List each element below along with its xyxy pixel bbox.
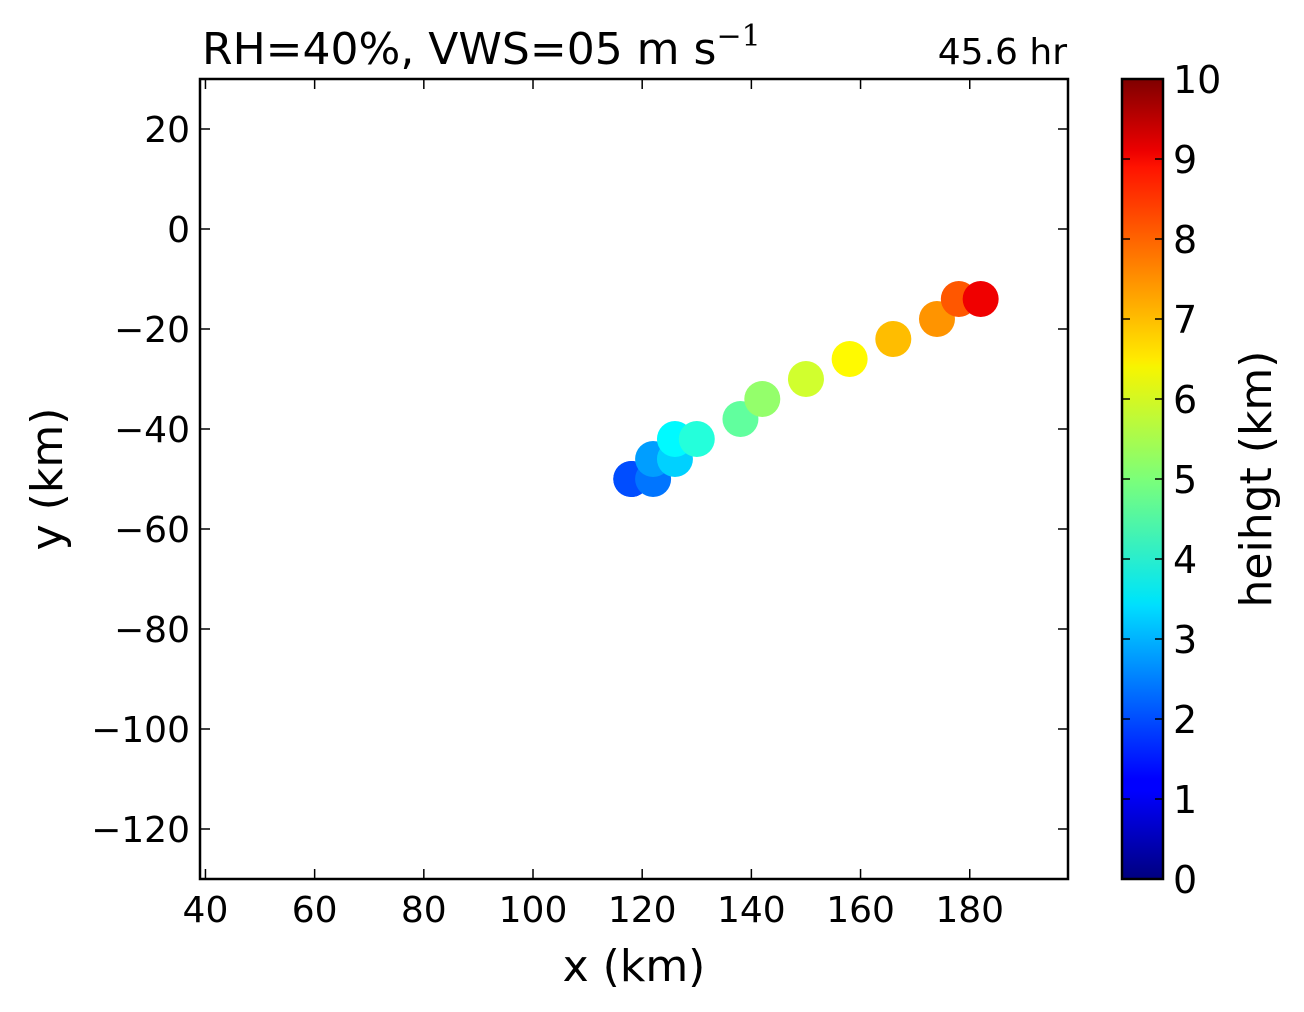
chart-title-text: RH=40%, VWS=05 m s: [202, 24, 716, 75]
x-tick-label: 140: [717, 890, 786, 931]
data-point: [787, 361, 824, 397]
x-tick-label: 100: [499, 890, 568, 931]
data-points: [613, 281, 999, 497]
y-tick-label: −100: [91, 710, 190, 751]
data-point: [831, 341, 868, 377]
y-tick-label: 20: [144, 110, 190, 151]
y-tick-label: 0: [167, 210, 190, 251]
colorbar-label: heihgt (km): [1231, 351, 1282, 608]
colorbar-tick-label: 9: [1173, 138, 1197, 182]
colorbar-tick-label: 2: [1173, 698, 1197, 742]
data-point: [678, 421, 715, 457]
time-label: 45.6 hr: [938, 32, 1067, 73]
x-tick-label: 160: [826, 890, 895, 931]
y-tick-label: −60: [114, 510, 190, 551]
y-tick-label: −120: [91, 810, 190, 851]
x-tick-label: 40: [183, 890, 229, 931]
colorbar-tick-label: 1: [1173, 778, 1197, 822]
colorbar-tick-label: 4: [1173, 538, 1197, 582]
colorbar-tick-label: 7: [1173, 298, 1197, 342]
data-point: [962, 281, 999, 317]
colorbar-tick-label: 3: [1173, 618, 1197, 662]
x-tick-label: 180: [935, 890, 1004, 931]
plot-frame: [198, 77, 1070, 881]
colorbar: 0 1 2 3 4 5 6 7 8 9 10 heihgt (km): [1120, 58, 1282, 902]
colorbar-tick-label: 6: [1173, 378, 1197, 422]
x-tick-label: 120: [608, 890, 677, 931]
x-axis-label: x (km): [563, 941, 706, 992]
x-tick-label: 80: [401, 890, 447, 931]
colorbar-tick-label: 8: [1173, 218, 1197, 262]
y-tick-label: −40: [114, 410, 190, 451]
colorbar-tick-label: 0: [1173, 858, 1197, 902]
y-tick-label: −80: [114, 610, 190, 651]
data-point: [744, 381, 781, 417]
chart-title-superscript: −1: [716, 19, 760, 54]
y-tick-label: −20: [114, 310, 190, 351]
x-axis-ticks: 40 60 80 100 120 140 160 180: [183, 79, 1004, 931]
colorbar-tick-label: 5: [1173, 458, 1197, 502]
colorbar-tick-label: 10: [1173, 58, 1221, 102]
y-axis-label: y (km): [22, 408, 73, 551]
y-axis-ticks: 20 0 −20 −40 −60 −80 −100 −120: [91, 110, 1068, 851]
data-point: [875, 321, 912, 357]
plot-area: 40 60 80 100 120 140 160 180 200−20−40−60−80−10…: [91, 77, 1070, 931]
colorbar-ticks: 0 1 2 3 4 5 6 7 8 9 10: [1122, 58, 1221, 902]
chart-title: RH=40%, VWS=05 m s−1: [202, 19, 761, 75]
x-tick-label: 60: [292, 890, 338, 931]
